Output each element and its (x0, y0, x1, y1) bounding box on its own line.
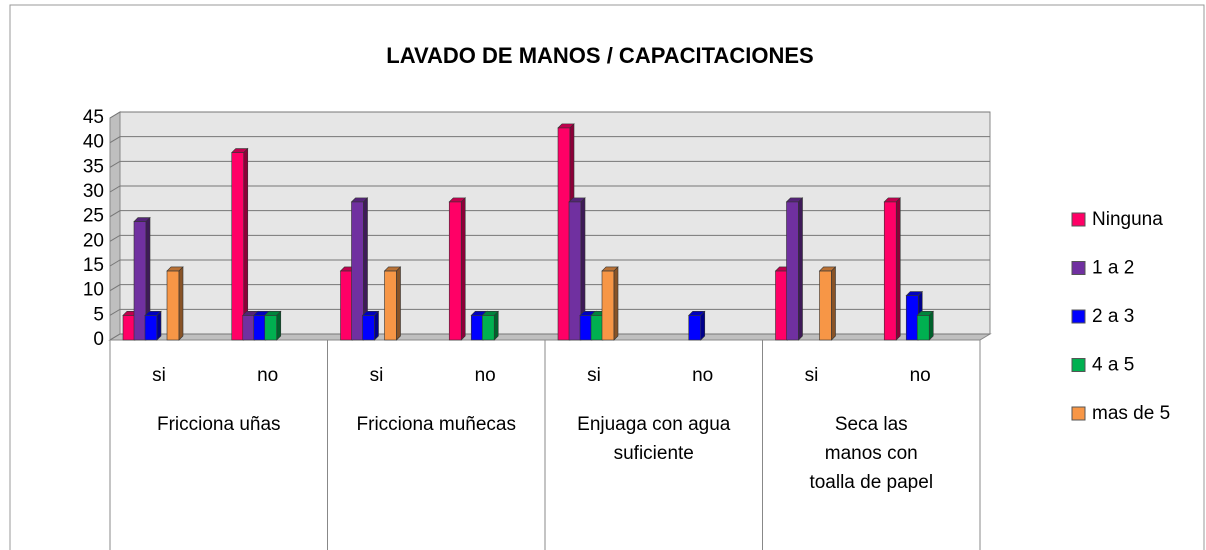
legend-label: Ninguna (1092, 209, 1163, 230)
legend-swatch (1071, 212, 1086, 227)
bar (242, 315, 256, 341)
bar-side (895, 197, 901, 341)
bar-side (831, 266, 836, 341)
bar (786, 201, 799, 341)
grid-line (109, 111, 990, 119)
bar (144, 315, 158, 341)
group-label: Fricciona uñas (156, 414, 281, 435)
bar (231, 152, 245, 341)
x-tick-label: no (257, 365, 278, 386)
y-tick-label: 15 (83, 255, 104, 276)
x-tick-label: si (370, 365, 384, 386)
bar-side (178, 266, 184, 341)
legend-swatch (1071, 358, 1086, 372)
bar (481, 315, 495, 341)
bar-side (700, 310, 706, 341)
y-tick-label: 5 (93, 304, 104, 325)
y-tick-label: 20 (83, 230, 104, 251)
legend-swatch (1071, 261, 1086, 275)
bar (557, 127, 571, 341)
bar (340, 270, 353, 341)
group-label: Seca las manos con toalla de papel (809, 414, 934, 493)
bar (916, 315, 930, 341)
side-wall (109, 111, 121, 341)
bar (122, 315, 136, 341)
legend-swatch (1071, 309, 1086, 324)
bar-side (276, 310, 282, 341)
x-tick-label: si (805, 365, 819, 386)
back-wall (119, 111, 991, 335)
chart-title: LAVADO DE MANOS / CAPACITACIONES (386, 43, 813, 68)
bar (470, 315, 484, 341)
bar (166, 270, 180, 341)
bar-side (396, 266, 401, 341)
y-tick-label: 35 (83, 156, 104, 177)
group-label: Enjuaga con agua suficiente (577, 414, 731, 464)
x-tick-label: si (587, 365, 601, 386)
bar (905, 295, 919, 341)
grid-line (109, 308, 990, 316)
bar (264, 315, 278, 341)
bar (775, 270, 788, 341)
bar (253, 315, 267, 341)
y-tick-label: 0 (93, 329, 104, 350)
bar-side (928, 310, 934, 341)
grid-line (109, 284, 990, 292)
legend-label: mas de 5 (1092, 403, 1170, 424)
legend-label: 4 a 5 (1092, 355, 1134, 376)
bar-side (613, 266, 619, 341)
bar-side (374, 310, 379, 341)
grid-line (109, 210, 990, 218)
bar (590, 315, 604, 341)
grid-line (109, 136, 990, 144)
bar (362, 315, 375, 341)
x-tick-label: no (692, 365, 713, 386)
y-tick-label: 40 (83, 132, 104, 153)
bar (883, 201, 897, 341)
bar (351, 201, 364, 341)
grid-line (109, 259, 990, 267)
bar (601, 270, 615, 341)
grid-line (109, 185, 990, 193)
bar (133, 221, 147, 341)
y-tick-label: 30 (83, 181, 104, 202)
bar (688, 315, 702, 341)
bar-side (798, 197, 803, 341)
grid-line (109, 160, 990, 168)
y-tick-label: 45 (83, 107, 104, 128)
bar (448, 201, 462, 341)
grid-line (109, 234, 990, 242)
bar (819, 270, 832, 341)
group-label: Fricciona muñecas (356, 414, 516, 435)
legend-swatch (1071, 406, 1086, 421)
y-tick-label: 25 (83, 206, 104, 227)
bar-side (493, 310, 499, 341)
x-tick-label: no (475, 365, 496, 386)
bar (384, 270, 397, 341)
bar-side (156, 310, 162, 341)
y-tick-label: 10 (83, 280, 104, 301)
bar (568, 201, 582, 341)
bar (579, 315, 593, 341)
legend-label: 1 a 2 (1092, 258, 1134, 279)
x-tick-label: no (910, 365, 931, 386)
bar-side (460, 197, 466, 341)
legend-label: 2 a 3 (1092, 306, 1134, 327)
x-tick-label: si (152, 365, 166, 386)
